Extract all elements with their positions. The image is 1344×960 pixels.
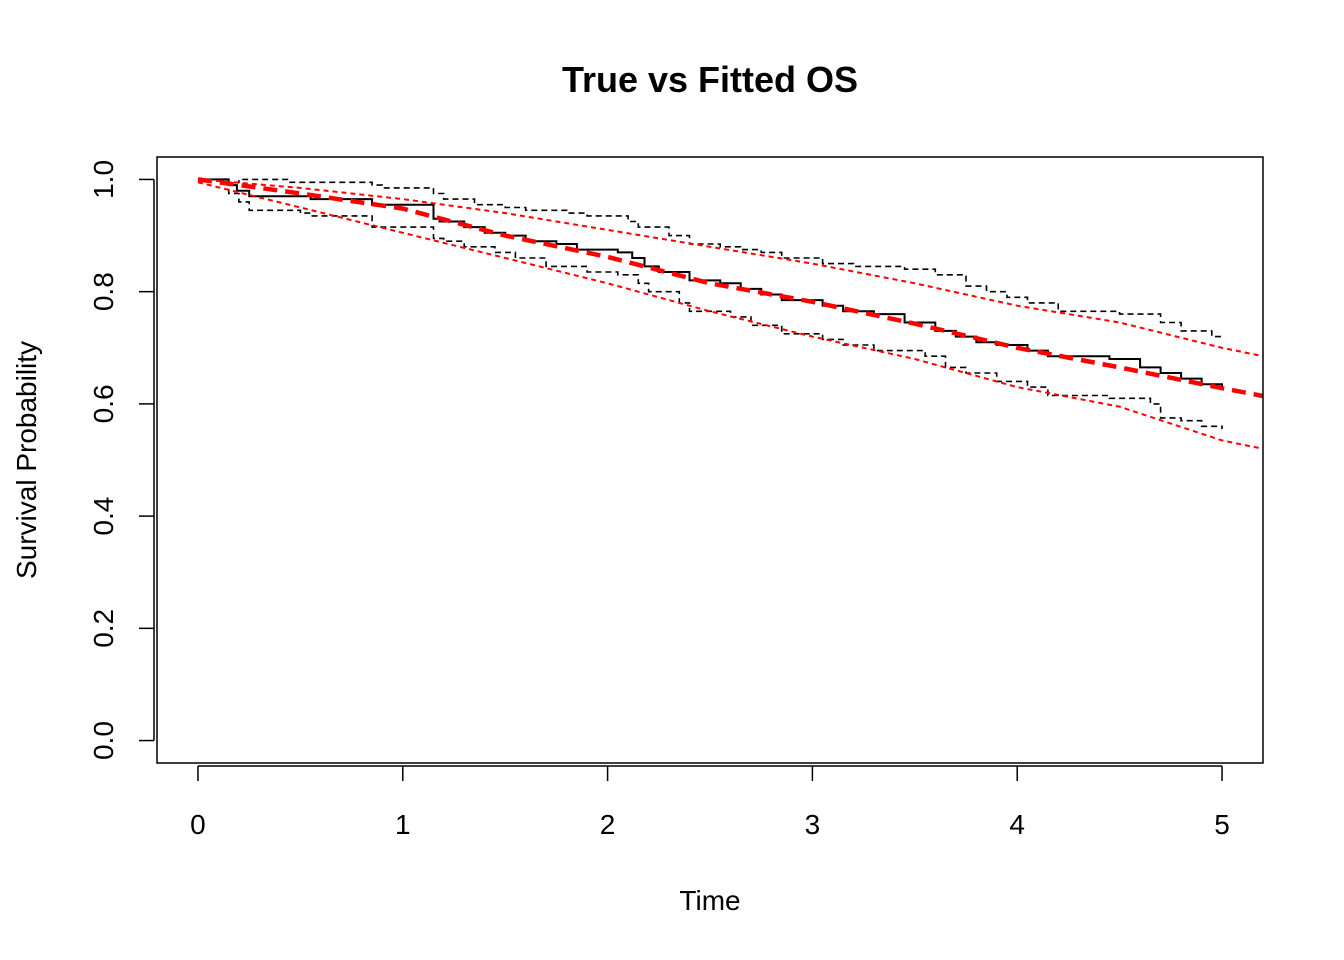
y-tick-label: 0.0 [88,721,119,760]
y-tick-label: 0.2 [88,609,119,648]
y-tick-label: 0.6 [88,384,119,423]
series-fitted-survival [197,177,1264,399]
series-km-lower-95-ci [198,178,1223,430]
x-tick-label: 4 [1009,809,1025,840]
x-tick-label: 0 [190,809,206,840]
x-axis: 0 1 2 3 4 5 [190,765,1230,840]
x-axis-label: Time [679,885,740,916]
series-fitted-upper-ci [197,178,1264,358]
series-km-upper-95-ci [198,178,1223,340]
y-tick-label: 0.4 [88,497,119,536]
y-axis-label: Survival Probability [11,341,42,579]
y-tick-label: 1.0 [88,160,119,199]
x-tick-label: 1 [395,809,411,840]
series-fitted-lower-ci [197,181,1264,450]
y-tick-label: 0.8 [88,272,119,311]
x-tick-label: 5 [1214,809,1230,840]
plot-frame [156,156,1264,764]
x-tick-label: 2 [600,809,616,840]
x-tick-label: 3 [805,809,821,840]
series-layer [197,177,1264,450]
y-axis: 0.0 0.2 0.4 0.6 0.8 1.0 [88,160,155,760]
chart-title: True vs Fitted OS [562,59,858,100]
